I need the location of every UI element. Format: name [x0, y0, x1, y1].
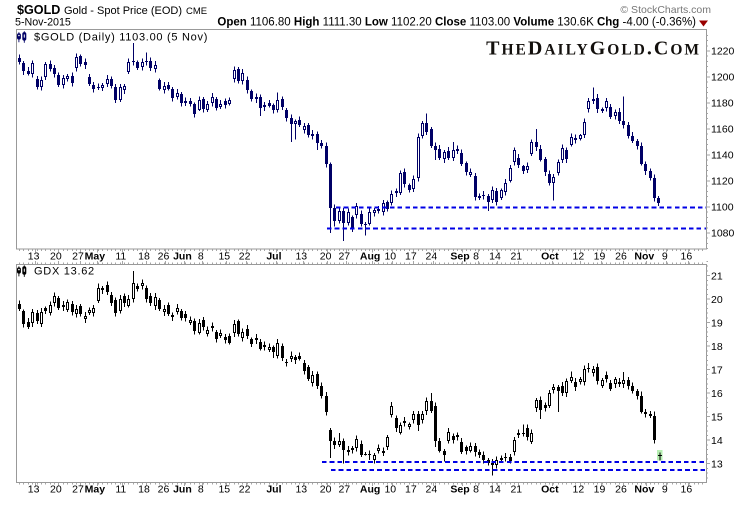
svg-text:9: 9 — [662, 483, 668, 495]
svg-text:8: 8 — [473, 250, 479, 262]
svg-text:20: 20 — [50, 250, 62, 262]
svg-text:1140: 1140 — [711, 150, 734, 162]
svg-text:GDX 13.62: GDX 13.62 — [34, 265, 95, 277]
svg-text:26: 26 — [158, 483, 170, 495]
svg-text:24: 24 — [426, 250, 438, 262]
svg-text:18: 18 — [138, 250, 150, 262]
svg-text:16: 16 — [681, 250, 693, 262]
svg-text:Open 1106.80 High 1111.30 Low: Open 1106.80 High 1111.30 Low 1102.20 Cl… — [217, 17, 696, 29]
svg-text:20: 20 — [711, 294, 723, 306]
svg-text:17: 17 — [405, 250, 417, 262]
svg-text:20: 20 — [320, 250, 332, 262]
svg-text:1200: 1200 — [711, 72, 735, 84]
svg-text:27: 27 — [338, 483, 350, 495]
svg-text:8: 8 — [198, 483, 204, 495]
svg-text:8: 8 — [198, 250, 204, 262]
svg-text:20: 20 — [320, 483, 332, 495]
svg-text:THEDAILYGOLD.COM: THEDAILYGOLD.COM — [486, 38, 701, 60]
svg-text:Jun: Jun — [173, 483, 192, 495]
svg-text:12: 12 — [573, 483, 585, 495]
svg-text:Jul: Jul — [266, 483, 281, 495]
svg-text:19: 19 — [711, 317, 723, 329]
svg-text:26: 26 — [158, 250, 170, 262]
svg-text:CME: CME — [186, 6, 207, 17]
svg-text:9: 9 — [662, 250, 668, 262]
svg-text:13: 13 — [711, 458, 723, 470]
svg-text:27: 27 — [72, 250, 84, 262]
svg-text:11: 11 — [115, 483, 126, 495]
svg-text:Nov: Nov — [634, 483, 654, 495]
svg-text:22: 22 — [239, 250, 251, 262]
svg-text:21: 21 — [510, 483, 522, 495]
svg-text:Gold - Spot Price (EOD): Gold - Spot Price (EOD) — [64, 5, 182, 17]
svg-text:17: 17 — [405, 483, 417, 495]
svg-text:16: 16 — [711, 388, 723, 400]
svg-text:$GOLD (Daily) 1103.00 (5 Nov): $GOLD (Daily) 1103.00 (5 Nov) — [34, 31, 208, 43]
svg-text:1100: 1100 — [711, 202, 734, 214]
svg-text:Oct: Oct — [541, 250, 559, 262]
svg-text:14: 14 — [489, 250, 501, 262]
svg-text:14: 14 — [711, 435, 723, 447]
svg-text:1120: 1120 — [711, 176, 734, 188]
svg-text:15: 15 — [218, 483, 230, 495]
svg-text:16: 16 — [681, 483, 693, 495]
svg-text:10: 10 — [384, 250, 396, 262]
svg-text:$GOLD: $GOLD — [17, 3, 60, 17]
svg-text:Sep: Sep — [450, 483, 469, 495]
svg-text:13: 13 — [295, 483, 307, 495]
svg-text:27: 27 — [338, 250, 350, 262]
svg-text:May: May — [85, 250, 106, 262]
svg-text:22: 22 — [239, 483, 251, 495]
svg-text:12: 12 — [573, 250, 585, 262]
svg-text:24: 24 — [426, 483, 438, 495]
svg-text:18: 18 — [138, 483, 150, 495]
svg-text:May: May — [85, 483, 106, 495]
svg-text:15: 15 — [711, 411, 723, 423]
svg-text:Oct: Oct — [541, 483, 559, 495]
svg-text:11: 11 — [115, 250, 126, 262]
svg-text:26: 26 — [615, 250, 627, 262]
svg-text:21: 21 — [510, 250, 522, 262]
svg-text:21: 21 — [711, 270, 723, 282]
svg-text:13: 13 — [28, 250, 40, 262]
svg-text:1220: 1220 — [711, 46, 735, 58]
svg-text:1180: 1180 — [711, 98, 734, 110]
svg-text:10: 10 — [384, 483, 396, 495]
svg-text:19: 19 — [594, 483, 606, 495]
svg-text:17: 17 — [711, 364, 723, 376]
svg-text:Nov: Nov — [634, 250, 654, 262]
svg-text:5-Nov-2015: 5-Nov-2015 — [15, 17, 71, 29]
svg-text:27: 27 — [72, 483, 84, 495]
svg-text:19: 19 — [594, 250, 606, 262]
svg-text:13: 13 — [28, 483, 40, 495]
svg-text:Sep: Sep — [450, 250, 469, 262]
svg-text:Aug: Aug — [360, 483, 380, 495]
svg-text:13: 13 — [295, 250, 307, 262]
svg-text:1080: 1080 — [711, 228, 735, 240]
svg-text:8: 8 — [473, 483, 479, 495]
svg-text:Aug: Aug — [360, 250, 380, 262]
svg-text:1160: 1160 — [711, 124, 734, 136]
svg-text:Jul: Jul — [266, 250, 281, 262]
svg-text:18: 18 — [711, 341, 723, 353]
svg-text:20: 20 — [50, 483, 62, 495]
svg-text:© StockCharts.com: © StockCharts.com — [620, 4, 711, 16]
svg-text:14: 14 — [489, 483, 501, 495]
svg-text:15: 15 — [218, 250, 230, 262]
svg-text:Jun: Jun — [173, 250, 192, 262]
svg-text:26: 26 — [615, 483, 627, 495]
